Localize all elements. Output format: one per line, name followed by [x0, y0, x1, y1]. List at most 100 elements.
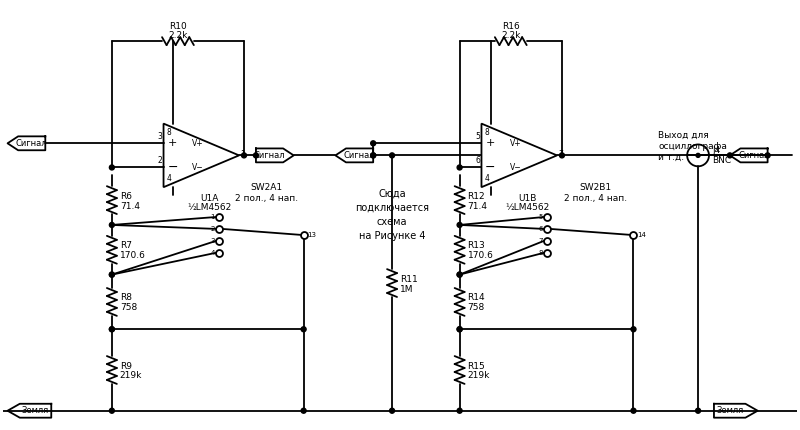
Circle shape — [110, 222, 114, 227]
Text: U1B: U1B — [518, 194, 536, 203]
Circle shape — [559, 153, 565, 158]
Text: 3: 3 — [210, 238, 215, 244]
Circle shape — [110, 272, 114, 277]
Text: 6: 6 — [476, 157, 481, 166]
Text: 7: 7 — [558, 150, 563, 159]
Text: 2.2k: 2.2k — [168, 31, 188, 40]
Text: V+: V+ — [510, 139, 521, 148]
Text: 14: 14 — [638, 232, 646, 238]
Text: R10: R10 — [169, 22, 187, 31]
Text: 4: 4 — [211, 250, 215, 256]
Text: R11: R11 — [400, 275, 418, 283]
Text: 2 пол., 4 нап.: 2 пол., 4 нап. — [564, 194, 626, 203]
Text: осциллографа: осциллографа — [658, 142, 727, 151]
Circle shape — [370, 153, 376, 158]
Text: 219k: 219k — [120, 372, 142, 381]
Circle shape — [695, 408, 701, 413]
Circle shape — [301, 408, 306, 413]
Circle shape — [110, 165, 114, 170]
Circle shape — [370, 153, 376, 158]
Text: 2 пол., 4 нап.: 2 пол., 4 нап. — [235, 194, 298, 203]
Text: ½LM4562: ½LM4562 — [187, 203, 231, 212]
Text: 71.4: 71.4 — [120, 202, 140, 211]
Circle shape — [727, 153, 732, 158]
Text: SW2A1: SW2A1 — [250, 183, 282, 192]
Text: J4: J4 — [712, 146, 720, 155]
Text: Земля: Земля — [716, 406, 743, 415]
Text: 8: 8 — [538, 250, 543, 256]
Text: −: − — [167, 161, 178, 174]
Text: 758: 758 — [120, 304, 137, 313]
Text: 5: 5 — [476, 132, 481, 141]
Text: Сюда
подключается
схема
на Рисунке 4: Сюда подключается схема на Рисунке 4 — [355, 189, 429, 241]
Circle shape — [301, 327, 306, 332]
Text: Сигнал: Сигнал — [344, 151, 375, 160]
Text: 758: 758 — [467, 304, 485, 313]
Text: +: + — [486, 138, 495, 148]
Circle shape — [457, 327, 462, 332]
Circle shape — [457, 222, 462, 227]
Text: 6: 6 — [538, 226, 543, 232]
Circle shape — [110, 408, 114, 413]
Circle shape — [390, 408, 394, 413]
Text: V+: V+ — [191, 139, 203, 148]
Circle shape — [765, 153, 770, 158]
Text: −: − — [485, 161, 496, 174]
Text: Сигнал: Сигнал — [738, 151, 770, 160]
Circle shape — [457, 165, 462, 170]
Text: 4: 4 — [166, 174, 171, 183]
Text: 170.6: 170.6 — [120, 251, 146, 260]
Text: SW2B1: SW2B1 — [579, 183, 611, 192]
Text: Выход для: Выход для — [658, 131, 709, 140]
Circle shape — [696, 154, 700, 157]
Circle shape — [370, 141, 376, 146]
Text: Земля: Земля — [22, 406, 49, 415]
Circle shape — [457, 327, 462, 332]
Text: 1M: 1M — [400, 285, 414, 294]
Text: 3: 3 — [158, 132, 162, 141]
Circle shape — [110, 327, 114, 332]
Text: R7: R7 — [120, 241, 132, 250]
Circle shape — [242, 153, 246, 158]
Text: +: + — [168, 138, 177, 148]
Text: V−: V− — [191, 163, 203, 172]
Text: 13: 13 — [308, 232, 317, 238]
Text: R15: R15 — [467, 362, 486, 371]
Circle shape — [110, 327, 114, 332]
Circle shape — [457, 408, 462, 413]
Text: R6: R6 — [120, 192, 132, 201]
Text: 219k: 219k — [467, 372, 490, 381]
Circle shape — [390, 153, 394, 158]
Text: Сигнал: Сигнал — [16, 139, 47, 148]
Text: 2: 2 — [211, 226, 215, 232]
Text: 5: 5 — [538, 214, 543, 220]
Text: 4: 4 — [485, 174, 490, 183]
Circle shape — [631, 408, 636, 413]
Circle shape — [457, 272, 462, 277]
Text: 1: 1 — [240, 150, 245, 159]
Text: 8: 8 — [166, 128, 171, 137]
Text: R8: R8 — [120, 293, 132, 302]
Circle shape — [631, 327, 636, 332]
Circle shape — [254, 153, 258, 158]
Text: R16: R16 — [502, 22, 520, 31]
Text: 1: 1 — [210, 214, 215, 220]
Text: U1A: U1A — [200, 194, 218, 203]
Text: R14: R14 — [467, 293, 485, 302]
Text: R12: R12 — [467, 192, 485, 201]
Text: 71.4: 71.4 — [467, 202, 487, 211]
Text: 2: 2 — [158, 157, 162, 166]
Text: Сигнал: Сигнал — [254, 151, 286, 160]
Text: V−: V− — [510, 163, 521, 172]
Text: 8: 8 — [485, 128, 490, 137]
Text: 170.6: 170.6 — [467, 251, 494, 260]
Text: BNC: BNC — [712, 156, 731, 165]
Text: и т.д.: и т.д. — [658, 153, 685, 162]
Text: R13: R13 — [467, 241, 486, 250]
Text: ½LM4562: ½LM4562 — [505, 203, 550, 212]
Text: 7: 7 — [538, 238, 543, 244]
Text: R9: R9 — [120, 362, 132, 371]
Text: 2.2k: 2.2k — [501, 31, 521, 40]
Circle shape — [457, 272, 462, 277]
Circle shape — [110, 272, 114, 277]
